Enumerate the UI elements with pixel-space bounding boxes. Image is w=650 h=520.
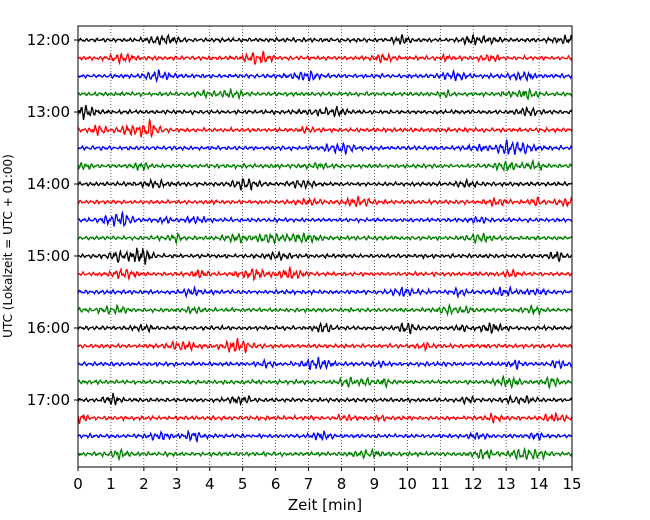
trace-1245 <box>77 87 573 101</box>
y-tick-label: 14:00 <box>27 175 70 193</box>
x-tick-label: 1 <box>106 475 116 493</box>
trace-1300 <box>77 104 573 121</box>
y-tick-label: 12:00 <box>27 31 70 49</box>
x-tick-label: 12 <box>464 475 483 493</box>
trace-1415 <box>77 195 573 208</box>
traces <box>77 33 573 462</box>
trace-1630 <box>77 356 573 371</box>
x-tick-label: 0 <box>73 475 83 493</box>
trace-1615 <box>77 337 573 354</box>
x-tick-label: 5 <box>238 475 248 493</box>
x-axis: 0 1 2 3 4 5 6 7 8 9 10 11 12 13 14 15 <box>73 467 582 493</box>
x-tick-label: 2 <box>139 475 149 493</box>
x-tick-label: 13 <box>497 475 516 493</box>
trace-1315 <box>77 117 573 139</box>
trace-1530 <box>77 284 573 300</box>
trace-1715 <box>77 411 573 425</box>
x-axis-label: Zeit [min] <box>288 496 362 514</box>
trace-1500 <box>77 247 573 265</box>
trace-1215 <box>77 50 573 66</box>
x-tick-label: 3 <box>172 475 182 493</box>
x-tick-label: 9 <box>370 475 380 493</box>
y-tick-label: 16:00 <box>27 319 70 337</box>
trace-1345 <box>77 158 573 173</box>
trace-1515 <box>77 265 573 283</box>
trace-1200 <box>77 33 573 47</box>
x-tick-label: 8 <box>337 475 347 493</box>
trace-1700 <box>77 392 573 407</box>
plot-area <box>78 26 572 467</box>
trace-1230 <box>77 68 573 84</box>
y-axis: 12:00 13:00 14:00 15:00 16:00 17:00 <box>27 31 78 409</box>
trace-1730 <box>77 429 573 444</box>
x-tick-label: 10 <box>398 475 417 493</box>
x-tick-label: 6 <box>271 475 281 493</box>
trace-1430 <box>77 210 573 228</box>
x-tick-label: 11 <box>431 475 450 493</box>
y-tick-label: 13:00 <box>27 103 70 121</box>
trace-1445 <box>77 231 573 246</box>
trace-1400 <box>77 177 573 191</box>
trace-1600 <box>77 321 573 335</box>
x-tick-label: 14 <box>530 475 549 493</box>
y-axis-label: UTC (Lokalzeit = UTC + 01:00) <box>1 154 15 338</box>
y-tick-label: 17:00 <box>27 391 70 409</box>
y-tick-label: 15:00 <box>27 247 70 265</box>
trace-1645 <box>77 374 573 390</box>
plot-frame <box>77 25 573 468</box>
x-tick-label: 7 <box>304 475 314 493</box>
trace-1745 <box>77 446 573 462</box>
trace-1330 <box>77 138 573 156</box>
x-tick-label: 15 <box>562 475 581 493</box>
x-tick-label: 4 <box>205 475 215 493</box>
trace-1545 <box>77 302 573 317</box>
